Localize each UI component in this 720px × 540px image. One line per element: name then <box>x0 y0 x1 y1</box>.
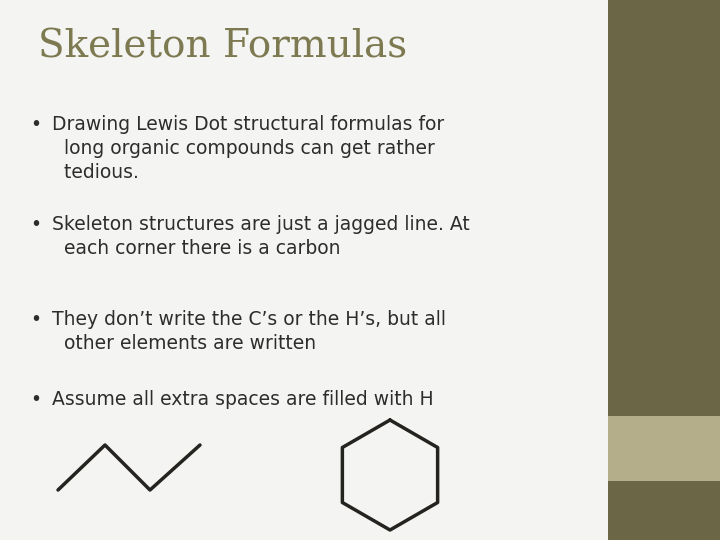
Text: Skeleton structures are just a jagged line. At
  each corner there is a carbon: Skeleton structures are just a jagged li… <box>52 215 469 258</box>
Text: •: • <box>30 115 41 134</box>
Text: Assume all extra spaces are filled with H: Assume all extra spaces are filled with … <box>52 390 433 409</box>
Bar <box>608 0 720 416</box>
Bar <box>608 481 720 540</box>
Text: Drawing Lewis Dot structural formulas for
  long organic compounds can get rathe: Drawing Lewis Dot structural formulas fo… <box>52 115 444 183</box>
Text: •: • <box>30 215 41 234</box>
Text: •: • <box>30 390 41 409</box>
Bar <box>608 416 720 481</box>
Text: They don’t write the C’s or the H’s, but all
  other elements are written: They don’t write the C’s or the H’s, but… <box>52 310 446 353</box>
Text: Skeleton Formulas: Skeleton Formulas <box>38 28 407 65</box>
Text: •: • <box>30 310 41 329</box>
